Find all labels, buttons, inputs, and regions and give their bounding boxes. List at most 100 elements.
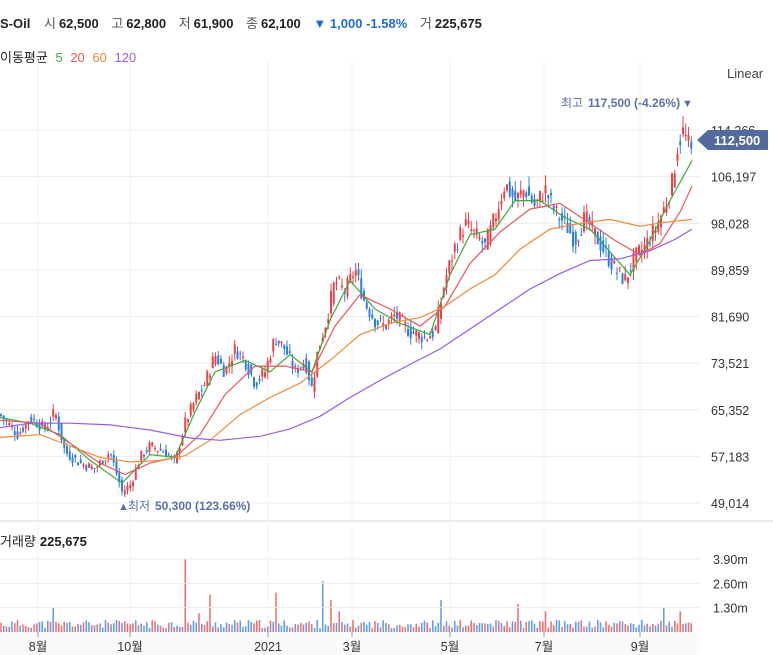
volume-bar (486, 623, 489, 632)
volume-bar (44, 627, 46, 632)
volume-bar (657, 623, 660, 632)
candle-body (404, 321, 407, 326)
candle-body (195, 393, 198, 402)
volume-bar (387, 624, 390, 632)
candle-body (649, 243, 651, 245)
candle-body (272, 339, 275, 352)
candle-body (456, 248, 459, 250)
volume-bar (159, 625, 162, 632)
volume-bar (90, 625, 93, 632)
candle-body (379, 317, 382, 319)
candle-body (220, 358, 222, 364)
volume-bar (209, 594, 211, 632)
volume-bar (676, 623, 679, 632)
volume-bar (682, 623, 684, 632)
volume-bar (110, 624, 112, 632)
candle-body (349, 274, 352, 282)
candle-body (616, 272, 618, 274)
volume-bar (352, 619, 354, 632)
candle-body (550, 192, 552, 196)
volume-bar (687, 622, 690, 632)
candle-body (525, 192, 528, 198)
candle-body (269, 358, 272, 363)
volume-bar (123, 621, 126, 632)
volume-bar (2, 625, 5, 632)
volume-bar (115, 619, 118, 632)
candle-body (467, 220, 470, 225)
volume-bar (566, 624, 569, 632)
time-tick-label: 7월 (535, 640, 553, 654)
candle-body (676, 153, 679, 161)
candle-body (74, 455, 77, 458)
candle-body (448, 260, 451, 274)
close-label: 종 (246, 16, 259, 31)
candle-body (261, 369, 264, 377)
volume-bar (198, 613, 200, 632)
volume-bar (475, 625, 478, 632)
ma-60-toggle[interactable]: 60 (92, 50, 107, 65)
low-annotation-value: 50,300 (123.66%) (155, 499, 250, 513)
candle-body (643, 244, 646, 253)
volume-bar (528, 621, 530, 632)
volume-bar (453, 620, 456, 632)
scale-mode-toggle[interactable]: Linear (727, 66, 764, 81)
volume-bar (222, 627, 225, 632)
volume-bar (231, 624, 233, 632)
candle-body (423, 336, 426, 338)
volume-bar (250, 621, 253, 632)
volume-bar (19, 625, 22, 632)
volume-bar (170, 622, 173, 632)
time-tick-label: 2021 (254, 640, 282, 654)
volume-bar (572, 627, 574, 632)
candle-body (200, 390, 203, 392)
volume-bar (363, 621, 365, 632)
candle-body (547, 195, 550, 199)
candle-body (165, 449, 167, 458)
volume-bar (660, 620, 662, 632)
candle-body (495, 218, 497, 222)
candle-body (352, 276, 354, 278)
candle-body (30, 416, 33, 422)
volume-bar (629, 623, 632, 632)
volume-bar (165, 628, 167, 632)
candle-body (420, 336, 423, 343)
ma-120-toggle[interactable]: 120 (114, 50, 137, 65)
candle-body (5, 419, 8, 421)
volume-bar (167, 622, 170, 632)
candle-body (236, 351, 239, 360)
candle-body (440, 302, 442, 319)
candle-body (627, 277, 629, 283)
volume-bar (368, 621, 371, 632)
candle-body (90, 466, 93, 470)
candle-body (206, 371, 209, 386)
candle-body (368, 309, 371, 317)
candle-body (552, 205, 555, 210)
candle-body (288, 351, 291, 353)
volume-bar (445, 621, 448, 632)
volume-bar (253, 623, 255, 632)
volume-bar (35, 623, 38, 632)
candle-body (464, 218, 467, 226)
candle-body (35, 422, 38, 428)
candle-body (332, 282, 335, 304)
volume-bar (459, 620, 462, 632)
volume-bar (470, 620, 473, 632)
volume-bar (583, 626, 585, 632)
volume-bar (178, 626, 181, 632)
volume-bar (16, 620, 19, 632)
candle-body (264, 372, 266, 377)
candle-body (107, 454, 110, 458)
volume-bar (33, 624, 35, 632)
volume-bar (71, 626, 74, 632)
ma-20-toggle[interactable]: 20 (70, 50, 85, 65)
candle-body (396, 312, 398, 319)
volume-bar (13, 623, 16, 632)
candle-body (33, 419, 35, 421)
candle-body (657, 221, 660, 233)
candle-body (198, 391, 200, 400)
volume-bar (621, 621, 624, 632)
candle-body (503, 191, 506, 199)
volume-bar (189, 624, 192, 632)
ma-5-toggle[interactable]: 5 (55, 50, 63, 65)
